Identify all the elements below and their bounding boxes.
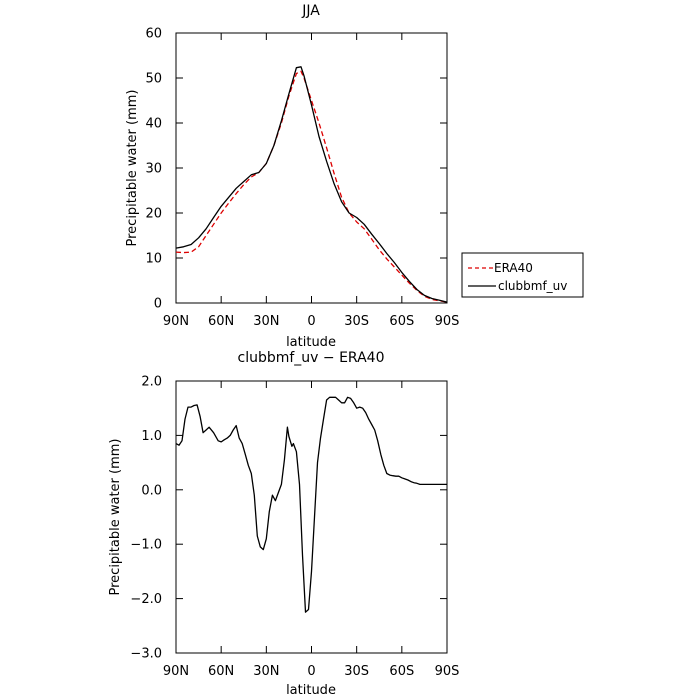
bottom-y-tick-label: 0.0 xyxy=(141,483,162,498)
bottom-y-tick-label: −1.0 xyxy=(130,538,162,553)
top-y-tick-label: 20 xyxy=(145,207,162,222)
bottom-series-line-difference xyxy=(175,396,447,613)
bottom-x-tick-label: 90N xyxy=(163,664,189,679)
legend: ERA40 clubbmf_uv xyxy=(461,252,584,298)
top-series xyxy=(175,66,448,303)
top-series-line-clubbmf-uv xyxy=(175,66,448,303)
top-x-tick-label: 30S xyxy=(344,314,369,329)
bottom-panel-title: clubbmf_uv − ERA40 xyxy=(238,350,385,366)
top-x-tick-label: 0 xyxy=(307,314,315,329)
bottom-y-axis-label: Precipitable water (mm) xyxy=(108,439,123,596)
bottom-x-tick-label: 30N xyxy=(253,664,279,679)
bottom-y-tick-label: 2.0 xyxy=(141,375,162,390)
top-y-axis-label: Precipitable water (mm) xyxy=(125,90,140,247)
top-panel: JJA 0 10 20 30 40 50 60 90N 60N 30N 0 30S 60S 90S la… xyxy=(125,3,584,350)
bottom-x-tick-label: 60N xyxy=(208,664,234,679)
top-x-tick-label: 90N xyxy=(163,314,189,329)
bottom-x-tick-label: 0 xyxy=(307,664,315,679)
bottom-x-tick-label: 60S xyxy=(389,664,414,679)
legend-box xyxy=(461,252,584,298)
bottom-y-tick-label: −2.0 xyxy=(130,592,162,607)
bottom-y-ticks: 2.0 1.0 0.0 −1.0 −2.0 −3.0 xyxy=(130,375,447,662)
bottom-y-tick-label: 1.0 xyxy=(141,429,162,444)
top-y-tick-label: 50 xyxy=(145,72,162,87)
top-x-tick-label: 60N xyxy=(208,314,234,329)
top-x-tick-label: 90S xyxy=(435,314,460,329)
bottom-y-tick-label: −3.0 xyxy=(130,647,162,662)
bottom-x-tick-label: 30S xyxy=(344,664,369,679)
top-x-ticks: 90N 60N 30N 0 30S 60S 90S xyxy=(163,33,460,329)
bottom-x-ticks: 90N 60N 30N 0 30S 60S 90S xyxy=(163,381,460,679)
legend-label-clubbmf-uv: clubbmf_uv xyxy=(498,279,567,293)
top-panel-title: JJA xyxy=(301,3,320,19)
top-y-tick-label: 40 xyxy=(145,117,162,132)
bottom-plot-frame xyxy=(175,380,448,654)
top-x-tick-label: 60S xyxy=(389,314,414,329)
legend-label-era40: ERA40 xyxy=(494,261,533,275)
top-y-ticks: 0 10 20 30 40 50 60 xyxy=(145,27,447,312)
bottom-panel: clubbmf_uv − ERA40 2.0 1.0 0.0 −1.0 −2.0 −3.0… xyxy=(108,350,459,698)
top-x-axis-label: latitude xyxy=(286,335,336,350)
top-y-tick-label: 60 xyxy=(145,27,162,42)
bottom-x-axis-label: latitude xyxy=(286,683,336,698)
bottom-x-tick-label: 90S xyxy=(435,664,460,679)
top-y-tick-label: 0 xyxy=(154,297,162,312)
top-y-tick-label: 30 xyxy=(145,162,162,177)
top-x-tick-label: 30N xyxy=(253,314,279,329)
bottom-series xyxy=(175,396,447,613)
top-y-tick-label: 10 xyxy=(145,252,162,267)
top-plot-frame xyxy=(175,32,448,304)
